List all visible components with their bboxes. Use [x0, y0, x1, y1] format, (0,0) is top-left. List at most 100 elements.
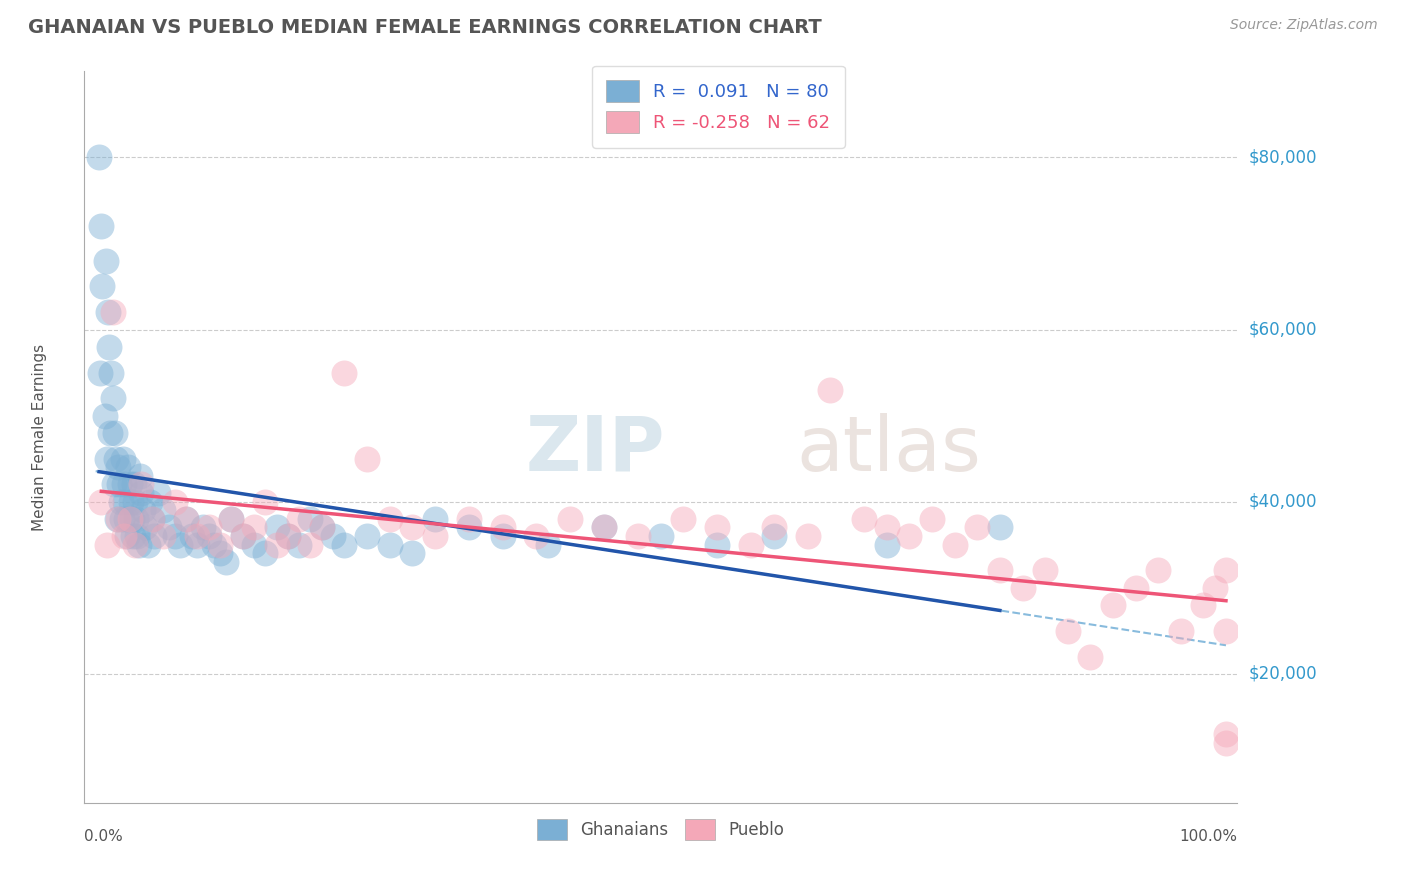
Point [98, 425, 121, 440]
Point [311, 520, 333, 534]
Point [457, 512, 479, 526]
Point [243, 538, 266, 552]
Point [96, 538, 118, 552]
Point [1192, 598, 1215, 612]
Point [333, 538, 356, 552]
Point [876, 520, 898, 534]
Point [378, 538, 401, 552]
Point [706, 538, 728, 552]
Point [90, 494, 112, 508]
Point [356, 451, 378, 466]
Point [277, 529, 299, 543]
Point [118, 512, 141, 526]
Point [876, 538, 898, 552]
Point [107, 512, 129, 526]
Point [186, 529, 208, 543]
Point [491, 520, 513, 534]
Text: 0.0%: 0.0% [84, 829, 124, 844]
Point [128, 468, 150, 483]
Text: Median Female Earnings: Median Female Earnings [32, 343, 46, 531]
Point [560, 512, 582, 526]
Point [110, 494, 132, 508]
Point [163, 529, 186, 543]
Point [122, 477, 145, 491]
Point [141, 512, 163, 526]
Text: ZIP: ZIP [526, 413, 665, 487]
Point [593, 520, 616, 534]
Point [1204, 581, 1226, 595]
Point [129, 477, 152, 491]
Point [820, 383, 842, 397]
Point [1011, 581, 1033, 595]
Point [988, 520, 1011, 534]
Point [143, 529, 166, 543]
Point [266, 538, 288, 552]
Point [111, 451, 134, 466]
Point [180, 529, 202, 543]
Point [87, 150, 110, 164]
Point [127, 529, 149, 543]
Point [90, 219, 112, 234]
Point [152, 503, 174, 517]
Point [322, 529, 344, 543]
Point [1215, 727, 1237, 741]
Point [740, 538, 762, 552]
Point [129, 486, 152, 500]
Point [853, 512, 876, 526]
Point [1078, 649, 1101, 664]
Point [97, 305, 120, 319]
Point [921, 512, 943, 526]
Point [139, 494, 162, 508]
Point [121, 512, 143, 526]
Point [117, 529, 139, 543]
Point [136, 538, 159, 552]
Point [132, 503, 155, 517]
Point [266, 520, 288, 534]
Point [208, 538, 231, 552]
Point [1033, 564, 1056, 578]
Point [101, 305, 124, 319]
Point [108, 477, 131, 491]
Point [186, 538, 208, 552]
Text: GHANAIAN VS PUEBLO MEDIAN FEMALE EARNINGS CORRELATION CHART: GHANAIAN VS PUEBLO MEDIAN FEMALE EARNING… [28, 18, 823, 37]
Point [202, 538, 225, 552]
Point [115, 512, 138, 526]
Point [157, 520, 180, 534]
Point [650, 529, 672, 543]
Point [103, 477, 125, 491]
Point [112, 529, 135, 543]
Text: $80,000: $80,000 [1249, 148, 1317, 167]
Point [112, 477, 135, 491]
Point [1056, 624, 1078, 638]
Point [122, 529, 145, 543]
Point [898, 529, 921, 543]
Point [672, 512, 695, 526]
Point [232, 529, 254, 543]
Point [1170, 624, 1192, 638]
Point [457, 520, 479, 534]
Point [1147, 564, 1170, 578]
Point [152, 529, 174, 543]
Point [197, 520, 219, 534]
Point [797, 529, 820, 543]
Point [254, 494, 277, 508]
Point [221, 512, 243, 526]
Point [91, 279, 114, 293]
Point [299, 538, 322, 552]
Point [299, 512, 322, 526]
Point [107, 460, 129, 475]
Point [526, 529, 548, 543]
Point [146, 486, 169, 500]
Point [966, 520, 988, 534]
Point [174, 512, 197, 526]
Point [89, 366, 111, 380]
Point [232, 529, 254, 543]
Point [98, 340, 121, 354]
Point [191, 520, 214, 534]
Point [311, 520, 333, 534]
Point [163, 494, 186, 508]
Point [221, 512, 243, 526]
Point [288, 538, 311, 552]
Point [1215, 735, 1237, 749]
Point [104, 425, 127, 440]
